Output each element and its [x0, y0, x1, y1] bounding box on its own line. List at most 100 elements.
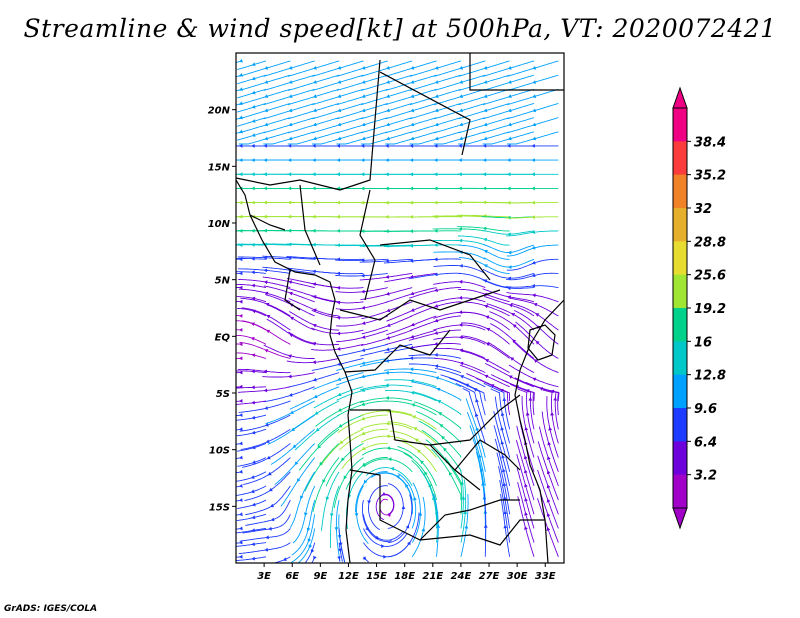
streamline-arrow	[336, 286, 341, 290]
streamline	[236, 320, 267, 331]
streamline-arrow	[435, 376, 439, 380]
streamline-arrow	[288, 80, 293, 84]
streamline-arrow	[503, 524, 508, 529]
y-tick-label: 20N	[208, 106, 231, 117]
streamline	[486, 303, 535, 331]
y-tick-label: 5N	[215, 276, 231, 287]
streamline-arrow	[306, 527, 311, 532]
streamline-arrow	[531, 144, 535, 148]
streamline	[267, 414, 315, 445]
streamline-arrow	[512, 324, 517, 328]
streamline-arrow	[312, 80, 317, 84]
streamline-arrow	[363, 479, 368, 484]
streamline-arrow	[386, 94, 390, 98]
streamline	[387, 512, 420, 558]
streamline-arrow	[385, 421, 390, 426]
colorbar-bottom-arrow	[672, 507, 688, 530]
x-axis: 3E 6E 9E 12E 15E 18E 21E 24E 27E 30E 33E	[257, 563, 556, 582]
streamline	[361, 499, 392, 542]
streamline-arrow	[264, 547, 269, 552]
streamline-arrow	[434, 122, 439, 127]
streamline-arrow	[266, 329, 271, 334]
streamline-arrow	[361, 446, 366, 451]
streamline-arrow	[238, 299, 243, 304]
x-tick-label: 30E	[507, 571, 528, 582]
streamline	[238, 542, 291, 555]
streamline-arrow	[386, 122, 390, 127]
x-tick-label: 33E	[535, 571, 556, 582]
streamline-arrow	[312, 108, 317, 113]
streamline-arrow	[438, 412, 443, 416]
streamline-arrow	[361, 136, 366, 141]
streamline-arrow	[288, 280, 293, 284]
streamline-arrow	[434, 80, 439, 84]
streamline-arrow	[239, 58, 243, 63]
streamline-arrow	[531, 200, 535, 205]
streamline-arrow	[308, 544, 313, 549]
streamline-arrow	[250, 475, 255, 479]
streamline-arrow	[499, 388, 504, 393]
streamline-arrow	[337, 94, 342, 98]
streamline-arrow	[296, 478, 301, 483]
streamline-arrow	[251, 270, 255, 275]
streamline-arrow	[434, 342, 438, 346]
streamline-arrow	[288, 374, 292, 379]
streamline-arrow	[386, 446, 391, 451]
streamline-arrow	[238, 285, 243, 290]
streamline-arrow	[409, 367, 414, 372]
streamline-arrow	[386, 336, 391, 340]
streamline-arrow	[251, 415, 256, 420]
streamline	[409, 287, 461, 299]
streamline-arrow	[502, 482, 507, 487]
streamline-arrow	[483, 108, 488, 113]
streamline	[489, 323, 535, 359]
streamline-arrow	[439, 424, 444, 428]
streamline-arrow	[501, 454, 505, 459]
streamline-arrow	[319, 461, 324, 466]
streamline-arrow	[407, 541, 411, 546]
colorbar-top-arrow	[672, 86, 688, 109]
streamline	[336, 372, 388, 386]
streamline-arrow	[500, 440, 505, 445]
streamline-arrow	[361, 94, 366, 98]
streamline-arrow	[337, 556, 341, 560]
streamline	[346, 471, 364, 530]
streamline-arrow	[250, 489, 255, 494]
streamline-arrow	[239, 129, 243, 134]
streamline-arrow	[238, 370, 243, 375]
streamline-arrow	[531, 273, 536, 278]
streamline	[458, 244, 510, 260]
streamline	[363, 514, 404, 541]
streamline	[363, 542, 410, 558]
x-tick-label: 3E	[257, 571, 271, 582]
streamline-arrow	[337, 136, 342, 141]
streamline-arrow	[386, 80, 390, 84]
colorbar-label: 3.2	[694, 469, 717, 484]
streamline-arrow	[386, 66, 390, 70]
streamline-arrow	[289, 410, 294, 414]
streamline	[243, 457, 291, 485]
colorbar-label: 28.8	[694, 235, 726, 250]
streamline-arrow	[263, 280, 268, 285]
streamline-arrow	[290, 316, 295, 321]
streamline-arrow	[238, 328, 243, 332]
x-tick-label: 21E	[422, 571, 443, 582]
x-tick-label: 12E	[338, 571, 359, 582]
y-tick-label: 15N	[208, 162, 231, 173]
y-tick-label: 10S	[209, 446, 230, 457]
streamline-arrow	[413, 427, 418, 431]
streamline-arrow	[500, 412, 505, 416]
streamline	[241, 320, 291, 345]
streamline-arrow	[501, 468, 506, 473]
colorbar-segment	[673, 274, 687, 309]
streamline-arrow	[268, 526, 272, 531]
streamline-arrow	[288, 291, 293, 296]
streamline-arrow	[508, 303, 513, 308]
streamline-arrow	[533, 359, 538, 363]
streamline	[506, 291, 559, 303]
streamline	[433, 265, 486, 274]
colorbar-segment	[673, 341, 687, 376]
streamline-arrow	[238, 356, 243, 361]
streamline-arrow	[404, 483, 409, 488]
